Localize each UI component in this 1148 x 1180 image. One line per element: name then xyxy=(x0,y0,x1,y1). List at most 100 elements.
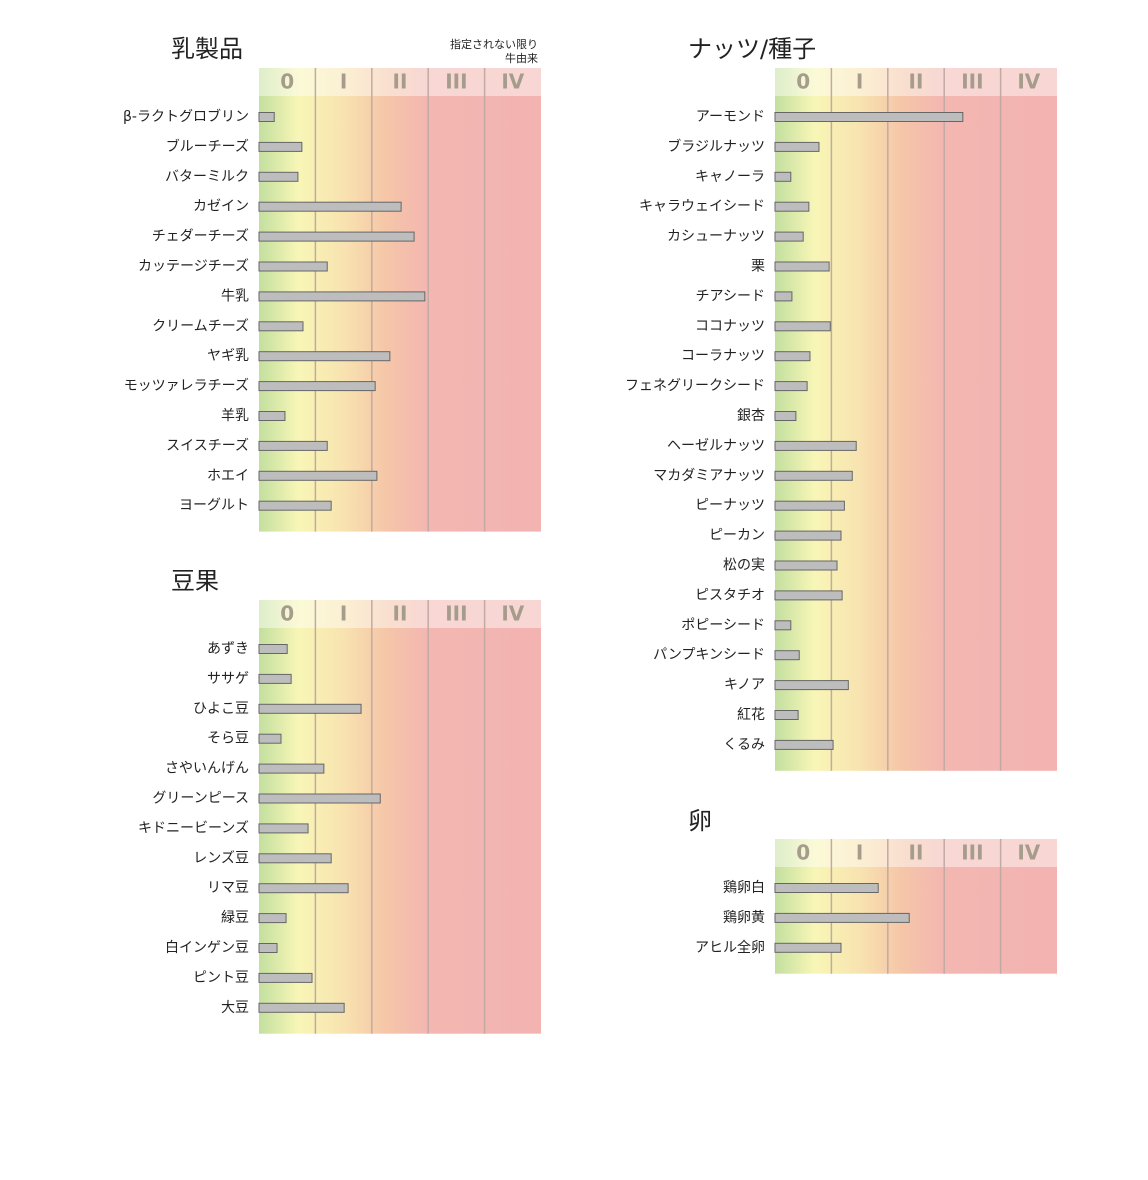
class-label: IV xyxy=(501,70,524,94)
class-label: III xyxy=(445,602,467,626)
header-band xyxy=(259,600,541,628)
class-label: III xyxy=(445,70,467,94)
bar xyxy=(258,231,415,242)
bar xyxy=(774,942,842,953)
bar xyxy=(258,673,292,684)
category-label: パンプキンシード xyxy=(653,647,765,663)
class-label: IV xyxy=(1017,841,1040,865)
bar xyxy=(258,171,299,182)
class-label: 0 xyxy=(796,70,810,94)
class-label: II xyxy=(909,70,924,94)
bar xyxy=(258,853,332,864)
class-label: III xyxy=(961,70,983,94)
annotation: 牛由来 xyxy=(505,51,538,65)
bar xyxy=(774,231,804,242)
class-label: II xyxy=(909,841,924,865)
bar xyxy=(774,171,792,182)
category-label: カシューナッツ xyxy=(667,229,765,245)
category-label: グリーンピース xyxy=(152,791,249,807)
bar xyxy=(258,972,313,983)
bar xyxy=(774,411,797,421)
category-label: 緑豆 xyxy=(221,910,249,926)
bar xyxy=(774,291,793,302)
bar xyxy=(258,644,288,654)
bar xyxy=(258,733,282,744)
bar xyxy=(258,112,275,122)
bar xyxy=(258,943,278,953)
class-label: II xyxy=(393,602,408,626)
category-label: ヨーグルト xyxy=(179,498,249,514)
header-band xyxy=(775,839,1057,867)
class-label: IV xyxy=(1017,70,1040,94)
category-label: 栗 xyxy=(751,259,765,275)
category-label: ヘーゼルナッツ xyxy=(667,438,765,454)
category-label: 鶏卵白 xyxy=(723,880,765,896)
category-label: リマ豆 xyxy=(207,880,249,896)
class-label: 0 xyxy=(280,70,294,94)
bar xyxy=(258,500,332,511)
class-label: I xyxy=(856,70,863,94)
bar xyxy=(774,590,843,601)
bar xyxy=(258,703,362,714)
bar xyxy=(774,440,857,451)
header-band xyxy=(775,68,1057,96)
bar xyxy=(774,650,800,661)
category-label: フェネグリークシード xyxy=(625,378,765,394)
category-label: ブラジルナッツ xyxy=(667,138,765,155)
category-label: モッツァレラチーズ xyxy=(124,378,249,394)
category-label: 紅花 xyxy=(737,707,765,723)
category-label: コーラナッツ xyxy=(681,348,765,364)
class-label: 0 xyxy=(280,602,294,626)
category-label: 牛乳 xyxy=(221,288,249,304)
class-label: I xyxy=(340,602,347,626)
category-label: キノア xyxy=(724,677,765,693)
bar xyxy=(774,141,820,152)
category-label: レンズ豆 xyxy=(193,850,249,866)
category-label: β-ラクトグロブリン xyxy=(123,108,249,125)
category-label: キャノーラ xyxy=(695,169,765,185)
annotation: 指定されない限り xyxy=(450,37,538,51)
bar xyxy=(774,321,831,332)
bar xyxy=(774,530,842,541)
category-label: ブルーチーズ xyxy=(166,138,249,155)
category-label: ピーナッツ xyxy=(695,498,765,514)
bar xyxy=(774,710,799,720)
bar xyxy=(258,411,286,421)
category-label: チェダーチーズ xyxy=(152,229,249,245)
bar xyxy=(258,470,378,481)
bar xyxy=(774,112,964,122)
category-label: カッテージチーズ xyxy=(138,259,249,275)
category-label: クリームチーズ xyxy=(152,318,249,334)
class-label: III xyxy=(961,841,983,865)
plot-background xyxy=(775,68,1057,771)
class-label: IV xyxy=(501,602,524,626)
bar xyxy=(258,823,309,834)
bar xyxy=(774,620,792,631)
category-label: 羊乳 xyxy=(221,408,249,424)
panel-title: 乳製品 xyxy=(171,35,243,63)
panel-title: 卵 xyxy=(688,807,712,835)
category-label: チアシード xyxy=(696,288,765,304)
panel-title: 豆果 xyxy=(171,567,219,595)
category-label: アーモンド xyxy=(696,109,765,125)
category-label: さやいんげん xyxy=(165,761,249,777)
category-label: ヤギ乳 xyxy=(207,348,249,364)
category-label: ピスタチオ xyxy=(695,587,765,603)
bar xyxy=(258,201,402,212)
bar xyxy=(258,321,304,332)
category-label: カゼイン xyxy=(193,199,249,215)
class-label: I xyxy=(340,70,347,94)
bar xyxy=(258,381,376,392)
bar xyxy=(774,261,830,272)
bar xyxy=(774,680,849,691)
bar xyxy=(258,883,349,894)
header-band xyxy=(259,68,541,96)
category-label: バターミルク xyxy=(165,169,249,185)
bar xyxy=(258,141,303,152)
category-label: 松の実 xyxy=(723,558,765,574)
bar xyxy=(774,883,879,893)
category-label: くるみ xyxy=(723,737,765,753)
bar xyxy=(258,440,328,451)
category-label: ホエイ xyxy=(207,468,249,484)
